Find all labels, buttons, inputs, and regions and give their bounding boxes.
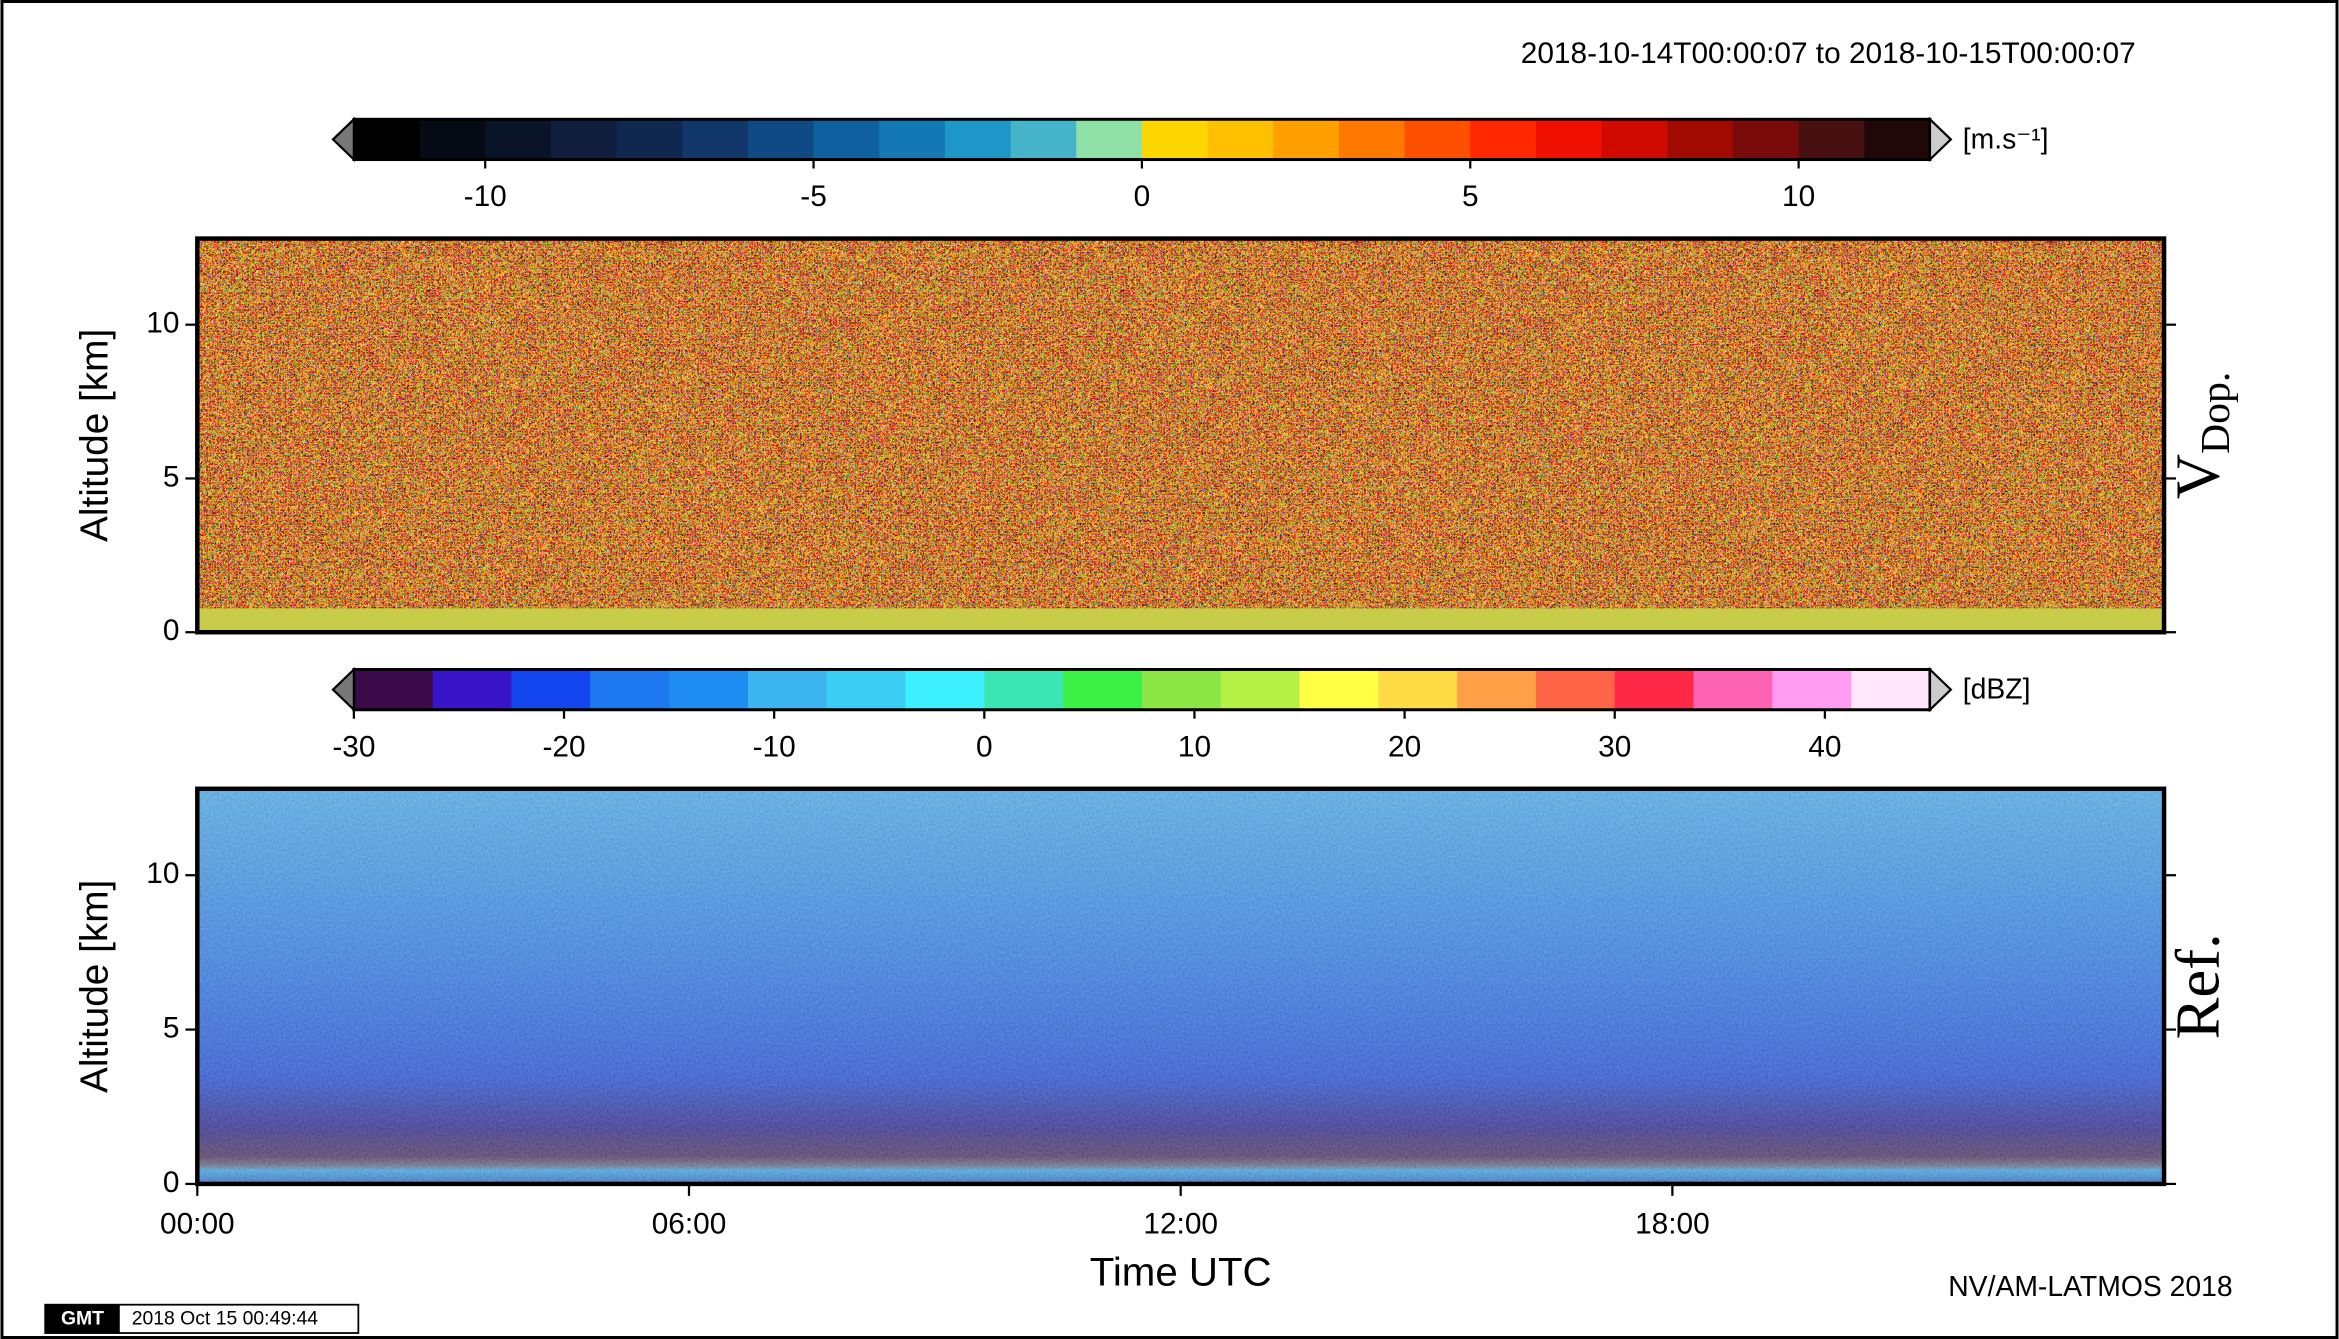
colorbar-box: [353, 669, 434, 710]
side-label-sub: Dop.: [2193, 372, 2239, 454]
colorbar-box: [1693, 669, 1774, 710]
y-tick-label: 0: [163, 1166, 180, 1199]
colorbar-box: [669, 669, 749, 710]
plot-frame: [195, 236, 2167, 635]
colorbar-box: [550, 119, 618, 160]
colorbar-tick-label: -10: [464, 180, 507, 213]
colorbar-box: [1457, 669, 1537, 710]
colorbar-box: [1864, 119, 1931, 160]
x-tick-label: 00:00: [160, 1208, 235, 1241]
colorbar-box: [1732, 119, 1800, 160]
colorbar-box: [1299, 669, 1380, 710]
colorbar-box: [1141, 669, 1222, 710]
credit: NV/AM-LATMOS 2018: [1948, 1271, 2232, 1303]
colorbar-unit: [dBZ]: [1963, 674, 2031, 706]
colorbar-box: [1535, 119, 1603, 160]
colorbar-box: [1772, 669, 1852, 710]
colorbar-box: [1470, 119, 1537, 160]
colorbar-box: [879, 119, 946, 160]
colorbar-box: [826, 669, 907, 710]
y-tick-label: 5: [163, 460, 180, 493]
colorbar-box: [590, 669, 670, 710]
colorbar-box: [905, 669, 986, 710]
colorbar-tick-label: 10: [1782, 180, 1815, 213]
x-tick-label: 12:00: [1143, 1208, 1218, 1241]
logo-box: [45, 1304, 120, 1334]
colorbar-box: [1338, 119, 1406, 160]
y-tick-label: 0: [163, 614, 180, 647]
colorbar-box: [984, 669, 1064, 710]
side-label: VDop.: [2163, 372, 2239, 500]
side-label-main: V: [2163, 454, 2233, 499]
colorbar-box: [511, 669, 592, 710]
colorbar-box: [1273, 119, 1340, 160]
x-tick-label: 18:00: [1635, 1208, 1710, 1241]
y-tick-label: 10: [146, 857, 179, 890]
colorbar-tick-label: 20: [1388, 730, 1421, 763]
colorbar-box: [1851, 669, 1931, 710]
heatmap-surface: [197, 608, 2165, 633]
colorbar-box: [1601, 119, 1669, 160]
title: 2018-10-14T00:00:07 to 2018-10-15T00:00:…: [1521, 37, 2136, 70]
colorbar-tick-label: 0: [976, 730, 993, 763]
y-axis-label: Altitude [km]: [74, 880, 117, 1093]
colorbar-box: [1667, 119, 1734, 160]
colorbar-box: [944, 119, 1012, 160]
colorbar-box: [616, 119, 683, 160]
colorbar-box: [485, 119, 552, 160]
y-tick-label: 10: [146, 307, 179, 340]
colorbar-box: [1614, 669, 1695, 710]
colorbar-box: [353, 119, 421, 160]
colorbar-box: [1378, 669, 1458, 710]
heatmap-field: [197, 238, 2165, 633]
colorbar-box: [419, 119, 486, 160]
heatmap-noise: [197, 788, 2165, 1184]
colorbar-box: [1404, 119, 1472, 160]
colorbar-box: [1076, 119, 1143, 160]
colorbar-box: [682, 119, 749, 160]
colorbar-tick-label: 30: [1598, 730, 1631, 763]
colorbar-box: [1535, 669, 1616, 710]
colorbar-tick-label: -5: [800, 180, 827, 213]
colorbar-box: [747, 119, 815, 160]
x-tick-label: 06:00: [652, 1208, 727, 1241]
colorbar-tick-label: 5: [1462, 180, 1479, 213]
colorbar-unit: [m.s⁻¹]: [1963, 123, 2049, 155]
colorbar-tick-label: -20: [542, 730, 585, 763]
colorbar-box: [1207, 119, 1275, 160]
colorbar-box: [1010, 119, 1077, 160]
logo: GMT: [61, 1308, 104, 1330]
side-label-main: Ref.: [2163, 933, 2233, 1039]
colorbar-box: [432, 669, 513, 710]
colorbar-box: [1141, 119, 1209, 160]
colorbar-arrow-high: [1928, 116, 1953, 163]
colorbar-tick-label: -30: [332, 730, 375, 763]
y-axis-label: Altitude [km]: [74, 329, 117, 542]
colorbar-box: [1798, 119, 1866, 160]
colorbar-box: [1063, 669, 1143, 710]
colorbar-tick-label: 0: [1134, 180, 1151, 213]
x-axis-label: Time UTC: [1090, 1250, 1272, 1295]
colorbar-box: [813, 119, 880, 160]
colorbar-tick-label: 10: [1178, 730, 1211, 763]
colorbar-arrow-low: [331, 666, 355, 713]
colorbar-box: [747, 669, 828, 710]
colorbar-tick-label: 40: [1808, 730, 1841, 763]
y-tick-label: 5: [163, 1011, 180, 1044]
colorbar-arrow-high: [1928, 666, 1953, 713]
side-label: Ref.: [2163, 933, 2233, 1039]
colorbar-tick-label: -10: [753, 730, 796, 763]
colorbar-box: [1220, 669, 1301, 710]
timestamp: 2018 Oct 15 00:49:44: [132, 1308, 319, 1330]
colorbar-arrow-low: [331, 116, 355, 163]
